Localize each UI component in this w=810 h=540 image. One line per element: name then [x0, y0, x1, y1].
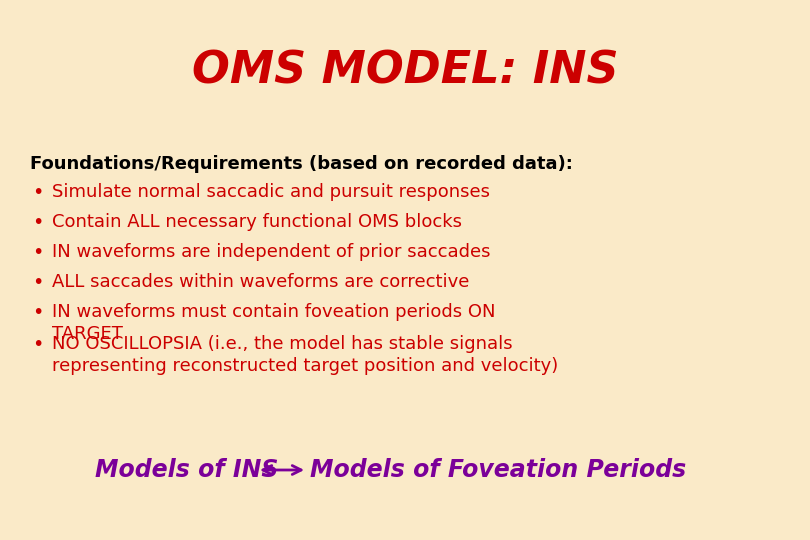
Text: NO OSCILLOPSIA (i.e., the model has stable signals
representing reconstructed ta: NO OSCILLOPSIA (i.e., the model has stab…	[52, 335, 558, 375]
Text: •: •	[32, 213, 44, 232]
Text: •: •	[32, 273, 44, 292]
Text: IN waveforms are independent of prior saccades: IN waveforms are independent of prior sa…	[52, 243, 491, 261]
Text: Contain ALL necessary functional OMS blocks: Contain ALL necessary functional OMS blo…	[52, 213, 462, 231]
Text: Models of INS: Models of INS	[95, 458, 279, 482]
Text: •: •	[32, 303, 44, 322]
Text: •: •	[32, 183, 44, 202]
Text: Models of Foveation Periods: Models of Foveation Periods	[310, 458, 686, 482]
Text: IN waveforms must contain foveation periods ON
TARGET: IN waveforms must contain foveation peri…	[52, 303, 496, 343]
Text: •: •	[32, 335, 44, 354]
Text: •: •	[32, 243, 44, 262]
Text: Foundations/Requirements (based on recorded data):: Foundations/Requirements (based on recor…	[30, 155, 573, 173]
Text: Simulate normal saccadic and pursuit responses: Simulate normal saccadic and pursuit res…	[52, 183, 490, 201]
Text: OMS MODEL: INS: OMS MODEL: INS	[192, 50, 618, 93]
Text: ALL saccades within waveforms are corrective: ALL saccades within waveforms are correc…	[52, 273, 469, 291]
